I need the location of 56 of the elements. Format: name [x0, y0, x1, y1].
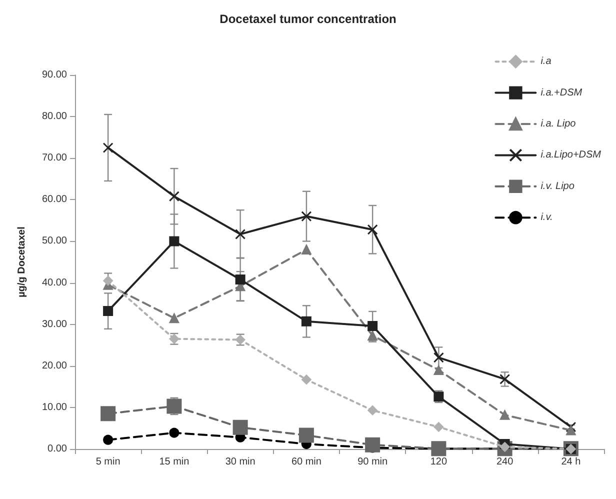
x-tick-label: 15 min [159, 456, 190, 468]
point [169, 236, 180, 246]
x-tick-label: 60 min [291, 456, 322, 468]
legend-label: i.v. Lipo [540, 180, 575, 192]
x-tick-label: 30 min [225, 456, 256, 468]
point [434, 365, 444, 376]
point [298, 428, 314, 443]
point [301, 211, 312, 222]
point [235, 274, 246, 284]
point [368, 320, 378, 331]
point [500, 374, 510, 384]
x-tick-label: 240 [496, 456, 514, 468]
point [301, 374, 312, 385]
y-tick-label: 10.00 [42, 402, 68, 413]
x-tick-label: 5 min [96, 456, 120, 468]
x-tick-label: 90 min [358, 456, 388, 468]
legend-label: i.v. [540, 212, 553, 224]
y-tick-label: 30.00 [42, 318, 68, 330]
point [103, 434, 114, 445]
point [103, 306, 114, 316]
y-tick-label: 60.00 [42, 194, 68, 206]
point [433, 352, 444, 363]
legend-label: i.a.+DSM [540, 87, 583, 98]
point [367, 224, 378, 235]
point [100, 406, 116, 422]
y-tick-label: 50.00 [42, 236, 68, 247]
point [301, 316, 312, 326]
point [166, 398, 182, 414]
point [566, 425, 576, 436]
point [500, 410, 510, 420]
point [232, 420, 248, 435]
point [103, 276, 114, 286]
legend-label: i.a [540, 56, 552, 68]
x-tick-label: 24 h [561, 456, 581, 468]
point [168, 191, 180, 202]
y-tick-label: 0.00 [48, 444, 68, 454]
point [169, 428, 180, 438]
point [235, 228, 246, 240]
y-tick-label: 40.00 [42, 277, 68, 288]
legend-label: i.a.Lipo+DSM [540, 150, 602, 161]
point [566, 422, 576, 432]
point [368, 405, 378, 416]
y-tick-label: 80.00 [42, 111, 68, 122]
point [434, 422, 444, 432]
x-tick-label: 120 [430, 456, 448, 468]
point [365, 437, 380, 452]
y-axis-title: µg/g Docetaxel [16, 226, 28, 298]
legend-label: i.a. Lipo [540, 118, 576, 130]
y-tick-label: 20.00 [42, 360, 68, 372]
chart-title: Docetaxel tumor concentration [220, 12, 396, 26]
y-tick-label: 90.00 [42, 70, 68, 80]
point [301, 244, 312, 255]
point [102, 142, 114, 153]
point [431, 441, 446, 456]
point [169, 313, 180, 324]
y-tick-label: 70.00 [42, 152, 68, 164]
